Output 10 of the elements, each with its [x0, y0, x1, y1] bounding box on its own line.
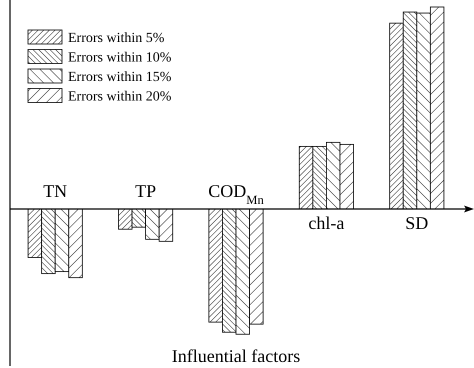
legend-label: Errors within 15%	[68, 70, 172, 85]
legend-label: Errors within 10%	[68, 50, 172, 66]
x-tick-label: chl-a	[308, 213, 344, 233]
x-tick-label: SD	[405, 213, 428, 233]
legend-label: Errors within 20%	[68, 90, 172, 104]
legend-label: Errors within 5%	[68, 31, 165, 46]
x-tick-label: COD$_{Mn}$	[208, 181, 264, 207]
x-axis-title: Influential factors	[172, 346, 300, 366]
x-tick-label: TP	[135, 181, 156, 201]
x-tick-label: TN	[43, 181, 68, 201]
